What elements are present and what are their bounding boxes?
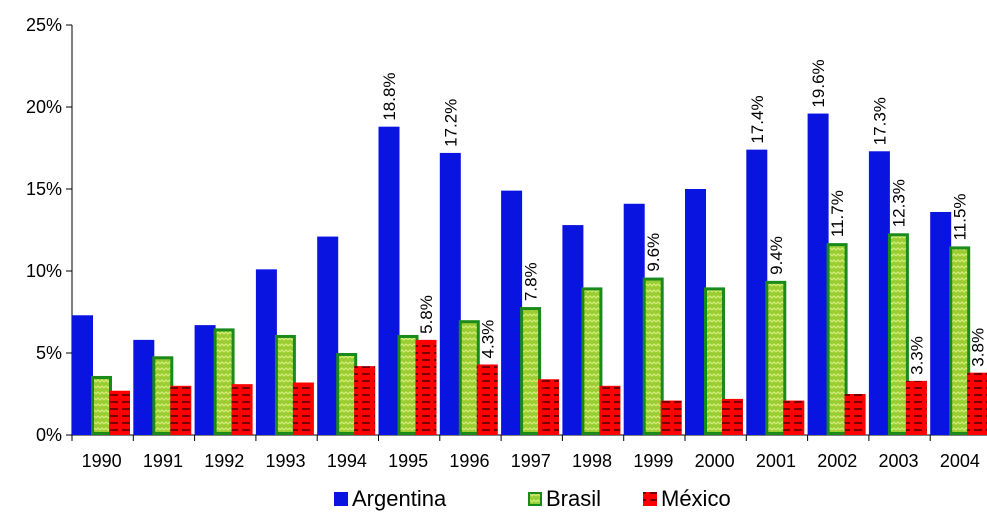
bar-mxico-1992 — [231, 384, 253, 435]
bar-mxico-1994 — [354, 366, 376, 435]
bar-mxico-1998 — [599, 385, 621, 435]
bar-argentina-2004 — [930, 211, 952, 435]
axes: 0% 5% 10% 15% 20% 25% 1990 1991 1992 1993 1994 1995… — [26, 15, 987, 471]
data-label: 19.6% — [809, 59, 828, 107]
x-tick-label: 1998 — [572, 451, 612, 471]
bar-brasil-1991 — [152, 356, 174, 435]
data-label: 18.8% — [380, 72, 399, 120]
y-tick-label: 5% — [36, 343, 62, 363]
legend-label: Argentina — [352, 486, 447, 511]
data-label: 11.5% — [951, 193, 970, 240]
bar-argentina-1996 — [439, 152, 461, 436]
x-tick-label: 2003 — [879, 451, 919, 471]
data-label: 7.8% — [522, 262, 541, 301]
legend: Argentina Brasil México — [334, 486, 731, 511]
bar-mxico-1996 — [476, 364, 498, 435]
bar-brasil-1993 — [274, 334, 296, 435]
data-label: 17.2% — [441, 99, 460, 147]
x-tick-label: 2000 — [695, 451, 735, 471]
bar-brasil-1996 — [458, 320, 480, 436]
y-tick-label: 10% — [26, 261, 62, 281]
x-tick-label: 1996 — [449, 451, 489, 471]
data-label: 9.6% — [644, 233, 663, 272]
data-label: 4.3% — [478, 320, 497, 359]
x-tick-label: 2002 — [817, 451, 857, 471]
x-tick-label: 1994 — [327, 451, 367, 471]
bar-brasil-2001 — [765, 280, 787, 435]
bar-mxico-2002 — [844, 394, 866, 435]
legend-swatch-mxico — [643, 492, 657, 506]
data-label: 11.7% — [828, 190, 847, 237]
legend-label: México — [661, 486, 731, 511]
x-tick-label: 1999 — [633, 451, 673, 471]
bar-mxico-1991 — [170, 385, 192, 435]
bar-mxico-1990 — [109, 390, 130, 435]
data-label: 12.3% — [889, 179, 908, 227]
bar-brasil-1995 — [397, 334, 419, 435]
bar-argentina-2000 — [685, 189, 706, 435]
legend-swatch-argentina — [334, 492, 348, 506]
bar-argentina-1998 — [562, 225, 584, 435]
x-tick-label: 1990 — [82, 451, 122, 471]
bar-argentina-2001 — [746, 149, 768, 435]
y-tick-label: 15% — [26, 179, 62, 199]
legend-label: Brasil — [546, 486, 601, 511]
data-label: 17.3% — [870, 97, 889, 145]
y-tick-label: 25% — [26, 15, 62, 35]
bar-brasil-2003 — [887, 233, 909, 435]
y-tick-label: 0% — [36, 425, 62, 445]
x-tick-label: 1992 — [204, 451, 244, 471]
bar-argentina-1995 — [378, 126, 400, 436]
bar-brasil-1992 — [213, 328, 235, 435]
x-tick-label: 2001 — [756, 451, 796, 471]
bar-brasil-1999 — [642, 277, 664, 435]
bar-argentina-2002 — [807, 113, 829, 435]
legend-swatch-brasil — [528, 492, 542, 506]
bar-mxico-2004 — [967, 372, 987, 435]
data-label: 9.4% — [767, 236, 786, 275]
data-labels: 18.8% 5.8% 17.2% 4.3% 7.8% 9.6% 17.4% 9.4% 19.6%… — [380, 59, 987, 375]
x-tick-label: 2004 — [940, 451, 980, 471]
bar-argentina-1991 — [133, 339, 155, 435]
bar-mxico-1993 — [292, 382, 314, 435]
bar-brasil-1997 — [520, 307, 542, 435]
bar-mxico-2001 — [783, 400, 805, 435]
bar-mxico-1997 — [538, 379, 560, 435]
bar-brasil-2004 — [949, 246, 971, 435]
bar-mxico-2000 — [722, 398, 743, 435]
bar-argentina-1990 — [72, 315, 93, 435]
bar-brasil-2000 — [704, 287, 725, 435]
x-tick-label: 1993 — [266, 451, 306, 471]
x-tick-label: 1997 — [511, 451, 551, 471]
x-tick-label: 1991 — [143, 451, 183, 471]
bars — [72, 113, 987, 436]
bar-mxico-1999 — [660, 400, 682, 435]
data-label: 5.8% — [417, 295, 436, 334]
bar-mxico-1995 — [415, 339, 437, 435]
x-tick-label: 1995 — [388, 451, 428, 471]
bar-argentina-2003 — [868, 151, 890, 435]
bar-brasil-1994 — [336, 353, 358, 435]
data-label: 17.4% — [748, 95, 767, 143]
bar-brasil-2002 — [826, 243, 848, 435]
bar-argentina-1992 — [194, 325, 216, 435]
bar-brasil-1990 — [91, 375, 112, 435]
bar-argentina-1993 — [255, 269, 277, 435]
data-label: 3.3% — [907, 336, 926, 375]
data-label: 3.8% — [969, 328, 987, 367]
bar-argentina-1997 — [501, 190, 523, 435]
bar-argentina-1999 — [623, 203, 645, 435]
y-tick-label: 20% — [26, 97, 62, 117]
bar-argentina-1994 — [317, 236, 339, 435]
bar-brasil-1998 — [581, 287, 603, 435]
bar-mxico-2003 — [905, 380, 927, 435]
